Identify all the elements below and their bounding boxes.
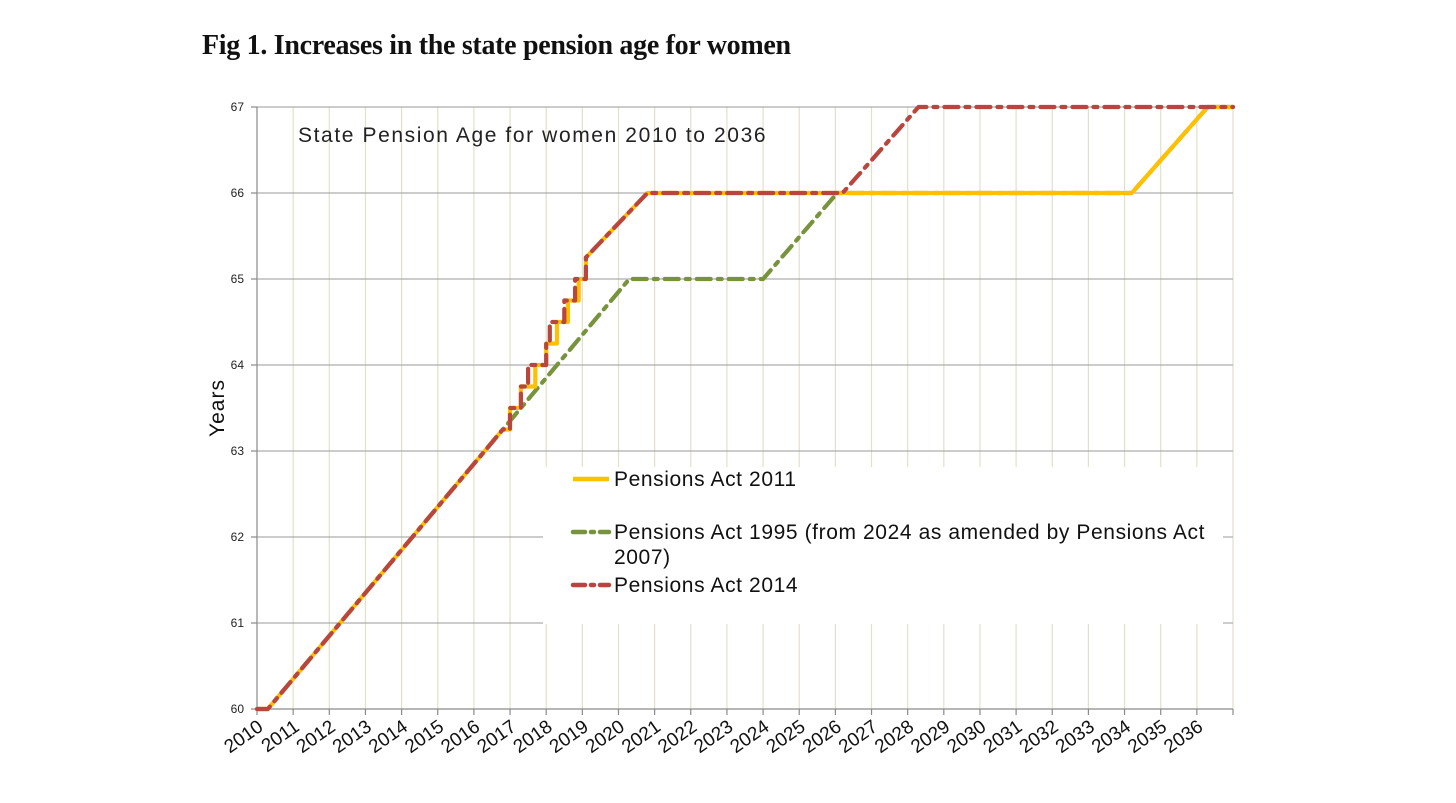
legend-label-2: Pensions Act 2014 <box>614 574 798 597</box>
legend: Pensions Act 2011 Pensions Act 1995 (from… <box>570 468 1205 597</box>
y-tick-label: 60 <box>231 702 245 716</box>
chart-title: State Pension Age for women 2010 to 2036 <box>298 124 767 147</box>
chart-axes <box>251 106 1234 715</box>
legend-background-layer <box>543 467 1223 624</box>
y-tick-label: 61 <box>231 616 245 630</box>
series-layer <box>254 104 1236 712</box>
y-tick-label: 66 <box>231 186 245 200</box>
y-tick-label: 64 <box>231 358 245 372</box>
legend-box <box>543 467 1223 624</box>
x-tick-label: 2036 <box>1160 716 1207 757</box>
y-tick-label: 67 <box>231 100 245 114</box>
legend-label-1: Pensions Act 1995 (from 2024 as amended … <box>614 521 1205 569</box>
figure-title: Fig 1. Increases in the state pension ag… <box>202 30 791 61</box>
legend-label-0: Pensions Act 2011 <box>614 468 797 491</box>
y-axis-label: Years <box>206 379 229 437</box>
y-tick-label: 62 <box>231 530 245 544</box>
tick-labels: 6061626364656667201020112012201320142015… <box>221 100 1208 758</box>
x-tick-label: 2011 <box>258 716 304 757</box>
y-tick-label: 65 <box>231 272 245 286</box>
y-tick-label: 63 <box>231 444 245 458</box>
series-line-2 <box>254 104 1236 712</box>
